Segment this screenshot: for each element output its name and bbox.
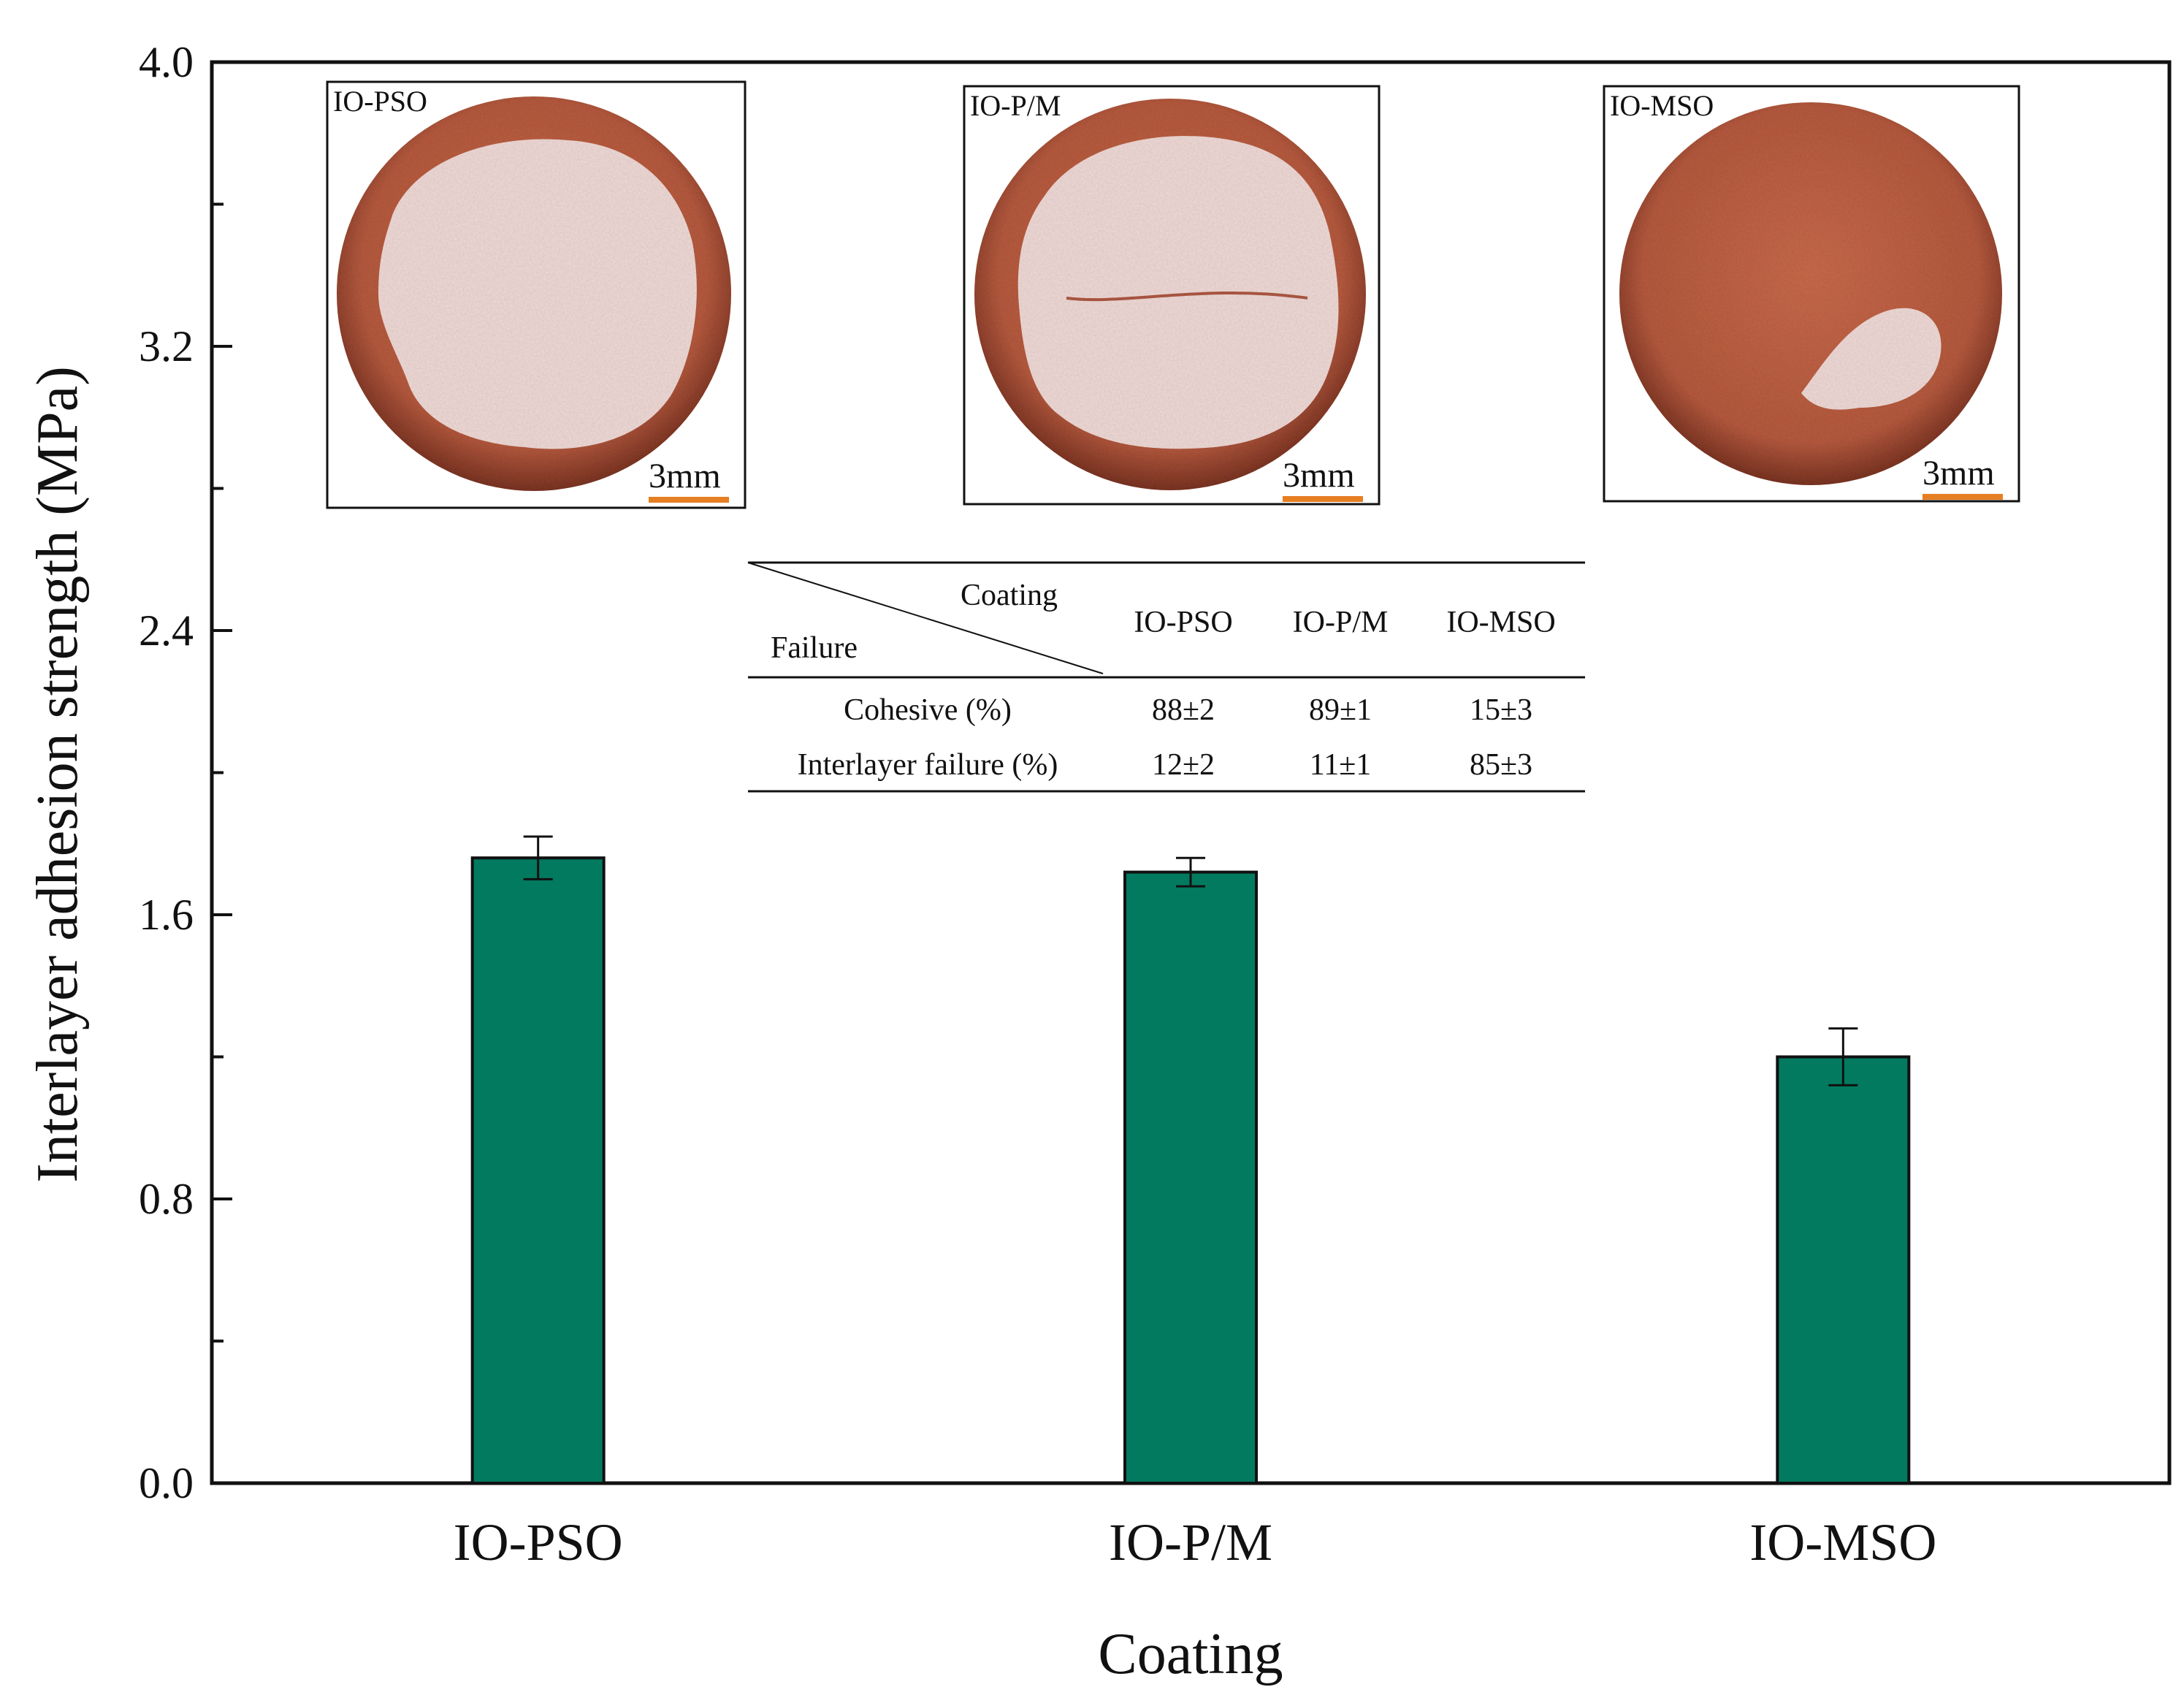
y-axis: 0.0 0.8 1.6 2.4 3.2 4.0 xyxy=(139,38,232,1507)
table-row-1-val-1: 11±1 xyxy=(1310,748,1372,782)
bars xyxy=(470,835,1911,1485)
scale-bar xyxy=(649,497,729,503)
y-tick-label: 0.0 xyxy=(139,1459,194,1507)
y-tick-label: 0.8 xyxy=(139,1175,194,1223)
table-col-1: IO-P/M xyxy=(1293,606,1389,639)
scale-label: 3mm xyxy=(1923,454,1995,492)
y-tick-label: 3.2 xyxy=(139,322,194,370)
scale-label: 3mm xyxy=(649,457,721,495)
sample-disc xyxy=(1619,102,2002,485)
table-row-0-val-1: 89±1 xyxy=(1309,693,1372,727)
x-axis-title: Coating xyxy=(1098,1622,1283,1686)
photo-label: IO-PSO xyxy=(333,85,427,118)
coating-region xyxy=(1017,136,1339,449)
y-tick-label: 2.4 xyxy=(139,606,194,655)
bar-io-mso xyxy=(1776,1055,1911,1485)
table-header-diagonal xyxy=(747,562,1104,674)
photo-io-mso: IO-MSO 3mm xyxy=(1603,85,2020,503)
coating-region xyxy=(1801,308,1941,410)
y-tick-label: 4.0 xyxy=(139,38,194,86)
table-row-1-val-0: 12±2 xyxy=(1152,748,1215,782)
bar-io-pso xyxy=(470,856,606,1485)
table-row-0-val-2: 15±3 xyxy=(1470,693,1532,727)
photo-io-pm: IO-P/M 3mm xyxy=(963,85,1381,506)
x-tick-label: IO-P/M xyxy=(1109,1513,1272,1572)
scale-bar xyxy=(1283,496,1363,502)
x-tick-label: IO-PSO xyxy=(454,1513,623,1572)
y-tick-label: 1.6 xyxy=(139,891,194,939)
table-row-0-label: Cohesive (%) xyxy=(844,693,1012,727)
photo-label: IO-P/M xyxy=(970,89,1061,122)
table-row-1-val-2: 85±3 xyxy=(1470,748,1532,782)
table-row-1-label: Interlayer failure (%) xyxy=(798,748,1058,782)
scale-label: 3mm xyxy=(1283,456,1355,495)
table-row-0-val-0: 88±2 xyxy=(1152,693,1215,727)
failure-table: Coating Failure IO-PSO IO-P/M IO-MSO Coh… xyxy=(747,561,1585,793)
table-col-2: IO-MSO xyxy=(1446,606,1555,639)
bar-io-p-m xyxy=(1123,870,1258,1485)
table-header-coating: Coating xyxy=(961,579,1058,612)
crack-line xyxy=(1066,291,1308,302)
y-axis-title: Interlayer adhesion strength (MPa) xyxy=(26,366,90,1182)
x-tick-label: IO-MSO xyxy=(1749,1513,1936,1572)
scale-bar xyxy=(1923,494,2003,500)
photo-io-pso: IO-PSO 3mm xyxy=(326,80,747,509)
x-axis: IO-PSO IO-P/M IO-MSO xyxy=(454,1464,1936,1572)
photo-label: IO-MSO xyxy=(1610,89,1714,122)
table-header-failure: Failure xyxy=(771,631,858,665)
table-col-0: IO-PSO xyxy=(1134,606,1232,639)
coating-region xyxy=(378,139,697,449)
